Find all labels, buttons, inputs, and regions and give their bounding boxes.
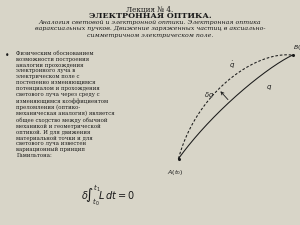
Text: $B(t_1)$: $B(t_1)$ (293, 43, 300, 52)
Text: Аналогия световой и электронной оптики. Электронная оптика
вараксиальных пучков.: Аналогия световой и электронной оптики. … (35, 20, 265, 38)
Text: $\delta\!\int_{t_0}^{t_1}\!L\,dt = 0$: $\delta\!\int_{t_0}^{t_1}\!L\,dt = 0$ (81, 183, 135, 208)
Text: Физическим обоснованием
возможности построения
аналогии прохождения
электронного: Физическим обоснованием возможности пост… (16, 51, 115, 158)
Text: $A(t_0)$: $A(t_0)$ (167, 168, 184, 177)
Text: $\delta q$: $\delta q$ (204, 90, 214, 100)
Text: $\dot{q}$: $\dot{q}$ (229, 59, 236, 71)
Text: ЭЛЕКТРОННАЯ ОПТИКА.: ЭЛЕКТРОННАЯ ОПТИКА. (89, 12, 211, 20)
Text: •: • (4, 51, 9, 60)
Text: Лекция № 4.: Лекция № 4. (126, 6, 174, 14)
Text: $q$: $q$ (266, 83, 272, 92)
